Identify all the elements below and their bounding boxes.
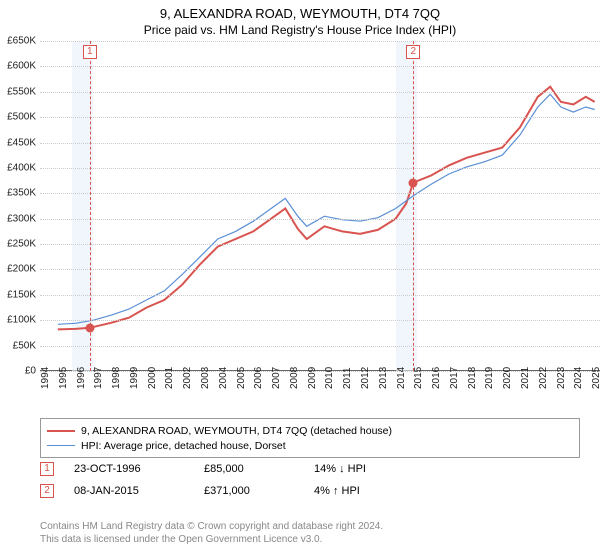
y-gridline: [40, 295, 600, 296]
y-gridline: [40, 117, 600, 118]
y-tick-label: £150K: [0, 289, 36, 300]
sale-row: 1 23-OCT-1996 £85,000 14% ↓ HPI: [40, 462, 580, 476]
footnote-line2: This data is licensed under the Open Gov…: [40, 534, 322, 545]
legend-row: 9, ALEXANDRA ROAD, WEYMOUTH, DT4 7QQ (de…: [47, 423, 573, 438]
y-tick-label: £200K: [0, 264, 36, 275]
plot-region: £0£50K£100K£150K£200K£250K£300K£350K£400…: [40, 41, 600, 371]
y-tick-label: £400K: [0, 162, 36, 173]
y-gridline: [40, 193, 600, 194]
sale-row-marker: 1: [40, 462, 54, 476]
y-tick-label: £650K: [0, 36, 36, 47]
y-tick-label: £50K: [0, 340, 36, 351]
series-line-property: [58, 87, 595, 330]
chart-area: £0£50K£100K£150K£200K£250K£300K£350K£400…: [40, 41, 600, 401]
legend-row: HPI: Average price, detached house, Dors…: [47, 438, 573, 453]
sale-row-marker: 2: [40, 484, 54, 498]
y-tick-label: £350K: [0, 188, 36, 199]
footnote: Contains HM Land Registry data © Crown c…: [40, 520, 580, 546]
legend-box: 9, ALEXANDRA ROAD, WEYMOUTH, DT4 7QQ (de…: [40, 418, 580, 458]
legend-swatch: [47, 430, 75, 432]
chart-title: 9, ALEXANDRA ROAD, WEYMOUTH, DT4 7QQ: [0, 0, 600, 21]
sale-vline: [413, 41, 414, 371]
y-gridline: [40, 143, 600, 144]
series-line-hpi: [58, 94, 595, 324]
legend-label: 9, ALEXANDRA ROAD, WEYMOUTH, DT4 7QQ (de…: [81, 425, 392, 437]
sale-date: 08-JAN-2015: [74, 485, 184, 497]
y-tick-label: £500K: [0, 112, 36, 123]
sale-dot: [85, 323, 94, 332]
sale-delta: 14% ↓ HPI: [314, 463, 366, 475]
y-tick-label: £600K: [0, 61, 36, 72]
y-tick-label: £100K: [0, 315, 36, 326]
y-gridline: [40, 41, 600, 42]
legend-label: HPI: Average price, detached house, Dors…: [81, 440, 286, 452]
sale-price: £85,000: [204, 463, 294, 475]
y-gridline: [40, 244, 600, 245]
y-gridline: [40, 168, 600, 169]
y-tick-label: £0: [0, 366, 36, 377]
y-tick-label: £250K: [0, 239, 36, 250]
footnote-line1: Contains HM Land Registry data © Crown c…: [40, 521, 383, 532]
sale-dot: [409, 178, 418, 187]
sale-marker-box: 2: [406, 45, 420, 59]
sale-date: 23-OCT-1996: [74, 463, 184, 475]
y-gridline: [40, 269, 600, 270]
y-gridline: [40, 346, 600, 347]
sale-price: £371,000: [204, 485, 294, 497]
y-tick-label: £450K: [0, 137, 36, 148]
sale-vline: [90, 41, 91, 371]
line-chart-svg: [40, 41, 600, 371]
sale-marker-box: 1: [83, 45, 97, 59]
y-gridline: [40, 92, 600, 93]
y-tick-label: £300K: [0, 213, 36, 224]
legend-swatch: [47, 445, 75, 446]
sale-row: 2 08-JAN-2015 £371,000 4% ↑ HPI: [40, 484, 580, 498]
sale-delta: 4% ↑ HPI: [314, 485, 360, 497]
chart-subtitle: Price paid vs. HM Land Registry's House …: [0, 21, 600, 41]
y-gridline: [40, 66, 600, 67]
y-gridline: [40, 320, 600, 321]
y-gridline: [40, 371, 600, 372]
y-tick-label: £550K: [0, 86, 36, 97]
y-gridline: [40, 219, 600, 220]
